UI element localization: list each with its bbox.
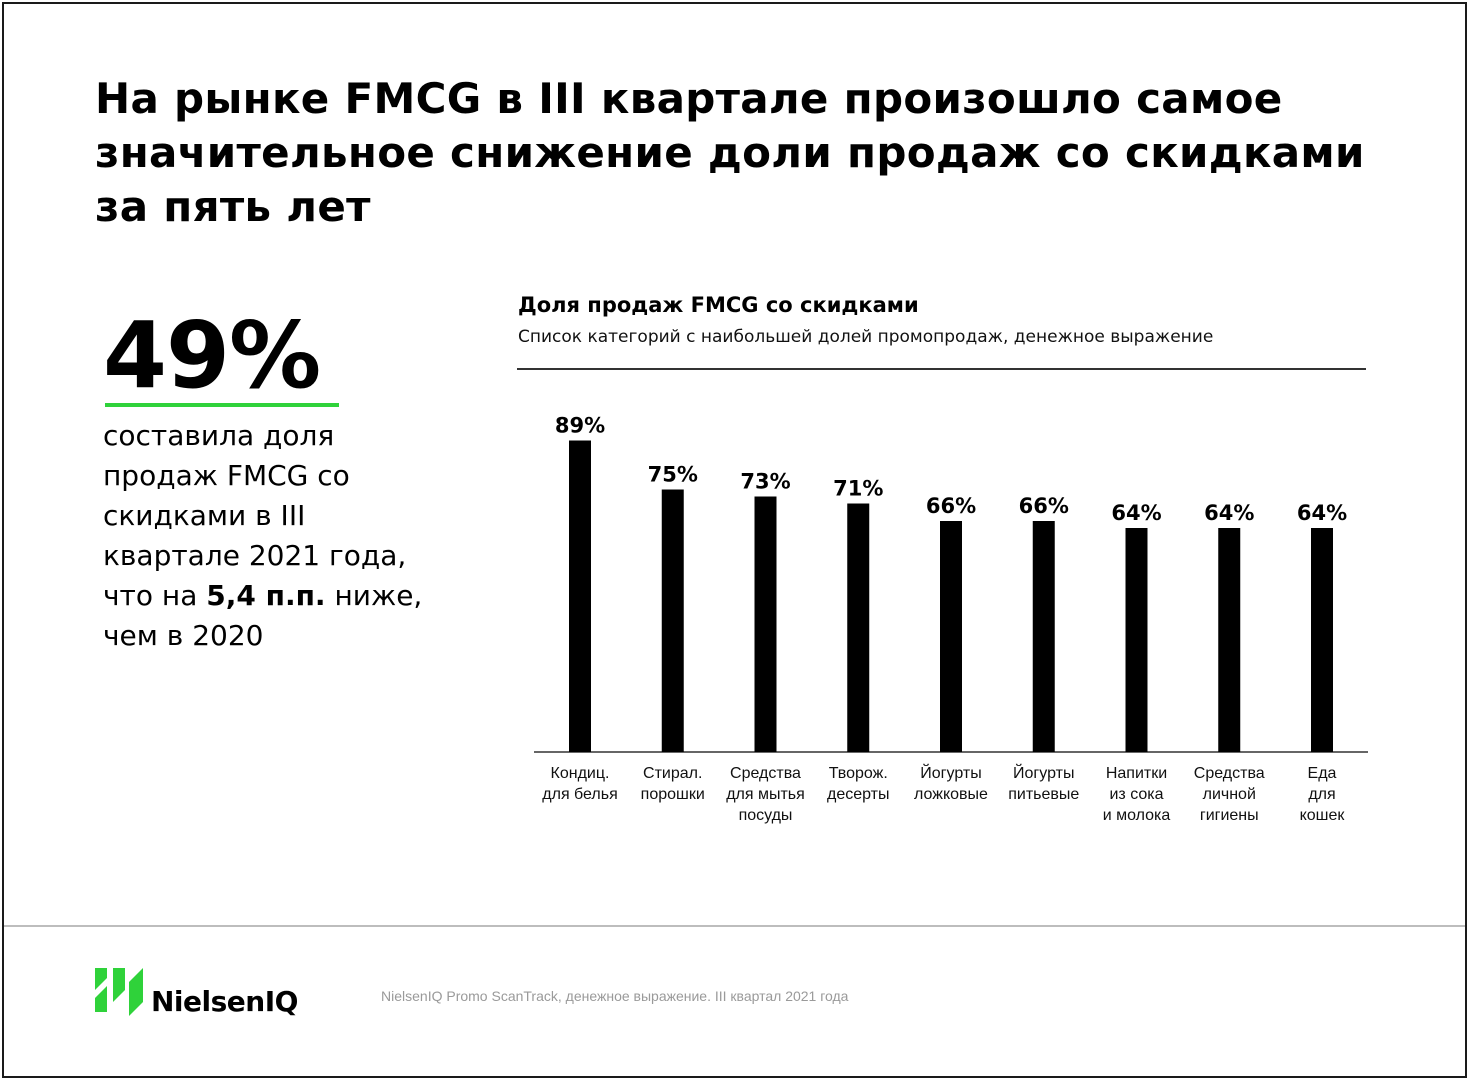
bar-4 xyxy=(847,503,870,752)
stat-desc-line-3: скидками в III xyxy=(103,499,306,532)
category-label-line: для мытья xyxy=(726,786,805,803)
bar-value-label-9: 64% xyxy=(1297,501,1347,525)
category-label-7: Напитки из сока и молока xyxy=(1087,763,1187,826)
category-label-line: для белья xyxy=(542,786,618,803)
key-stat-description: составила доля продаж FMCG со скидками в… xyxy=(103,416,433,656)
bar-value-label-1: 89% xyxy=(555,414,605,438)
bar-8 xyxy=(1218,528,1241,752)
bar-3 xyxy=(754,496,777,752)
bar-value-label-2: 75% xyxy=(648,463,698,487)
category-label-line: Еда xyxy=(1307,765,1337,782)
category-label-line: Напитки xyxy=(1105,765,1168,782)
bar-chart: 89% 75% 73% 71% 66% 66% 64% 64% 64% xyxy=(534,414,1368,753)
bar-value-label-8: 64% xyxy=(1204,501,1254,525)
category-label-line: Кондиц. xyxy=(550,765,610,782)
headline-line-1: На рынке FMCG в III квартале произошло с… xyxy=(95,74,1283,123)
bar-value-label-3: 73% xyxy=(740,470,790,494)
bar-9 xyxy=(1311,528,1333,752)
category-label-line: ложковые xyxy=(914,786,988,803)
nielseniq-logo-icon xyxy=(95,968,143,1016)
chart-header-rule xyxy=(517,368,1366,370)
key-stat-underline xyxy=(105,403,339,407)
stat-desc-line-1: составила доля xyxy=(103,419,335,452)
bar-5 xyxy=(940,521,962,752)
stat-desc-line-2: продаж FMCG со xyxy=(103,459,350,492)
footer-divider xyxy=(4,925,1465,927)
category-label-5: Йогурты ложковые xyxy=(901,763,1001,805)
bar-6 xyxy=(1032,521,1055,752)
bar-value-label-4: 71% xyxy=(833,477,883,501)
stat-desc-line-5-pre: что на xyxy=(103,579,207,612)
category-label-8: Средства личной гигиены xyxy=(1179,763,1279,826)
category-label-line: гигиены xyxy=(1199,807,1259,824)
category-label-line: Йогурты xyxy=(920,765,982,782)
key-stat-value: 49% xyxy=(103,302,321,409)
stat-desc-line-4: квартале 2021 года, xyxy=(103,539,407,572)
category-label-9: Еда для кошек xyxy=(1272,763,1372,826)
category-label-line: из сока xyxy=(1109,786,1164,803)
category-label-line: и молока xyxy=(1102,807,1171,824)
chart-title: Доля продаж FMCG со скидками xyxy=(518,293,919,317)
category-label-4: Творож. десерты xyxy=(808,763,908,805)
stat-desc-highlight: 5,4 п.п. xyxy=(206,579,326,612)
bar-value-label-6: 66% xyxy=(1019,494,1069,518)
bar-value-label-5: 66% xyxy=(926,494,976,518)
category-label-3: Средства для мытья посуды xyxy=(716,763,816,826)
logo-wordmark: NielsenIQ xyxy=(151,985,298,1018)
category-label-line: личной xyxy=(1202,786,1256,803)
slide-headline: На рынке FMCG в III квартале произошло с… xyxy=(95,72,1415,234)
category-label-line: Йогурты xyxy=(1013,765,1075,782)
category-label-line: питьевые xyxy=(1008,786,1080,803)
bar-1 xyxy=(569,440,591,752)
category-label-line: Творож. xyxy=(828,765,888,782)
bar-2 xyxy=(661,489,684,752)
bar-value-label-7: 64% xyxy=(1111,501,1161,525)
category-label-line: кошек xyxy=(1299,807,1345,824)
stat-desc-line-5: что на 5,4 п.п. ниже, xyxy=(103,576,433,616)
chart-subtitle: Список категорий с наибольшей долей пром… xyxy=(518,327,1214,347)
headline-line-2: значительное снижение доли продаж со ски… xyxy=(95,128,1365,177)
headline-line-3: за пять лет xyxy=(95,182,371,231)
category-label-6: Йогурты питьевые xyxy=(994,763,1094,805)
category-label-line: Стирал. xyxy=(643,765,703,782)
stat-desc-line-6: чем в 2020 xyxy=(103,619,264,652)
category-label-line: для xyxy=(1308,786,1336,803)
category-label-line: Средства xyxy=(1193,765,1265,782)
category-label-line: посуды xyxy=(738,807,793,824)
category-label-1: Кондиц. для белья xyxy=(530,763,630,805)
source-note: NielsenIQ Promo ScanTrack, денежное выра… xyxy=(381,988,849,1004)
bar-7 xyxy=(1125,528,1148,752)
stat-desc-line-5-post: ниже, xyxy=(325,579,423,612)
category-label-2: Стирал. порошки xyxy=(623,763,723,805)
category-label-line: Средства xyxy=(730,765,801,782)
category-label-line: десерты xyxy=(826,786,890,803)
category-label-line: порошки xyxy=(640,786,705,803)
